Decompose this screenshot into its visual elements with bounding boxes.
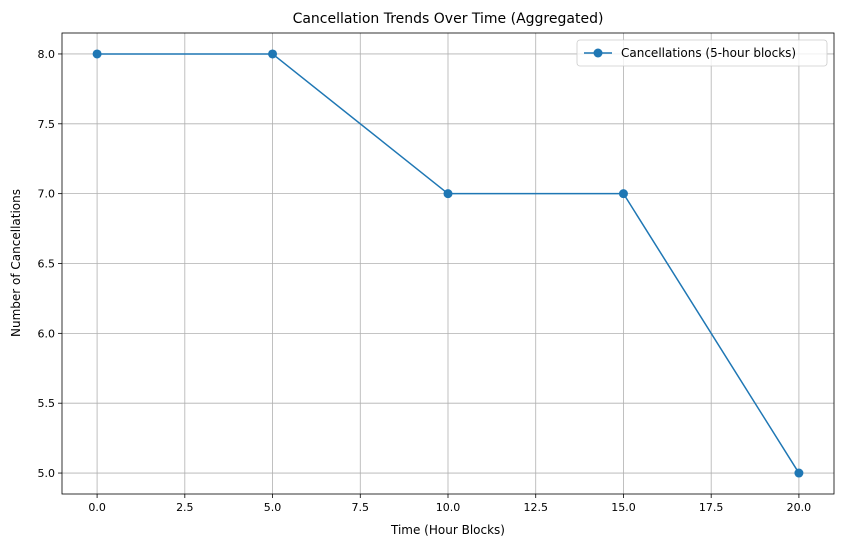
data-point [618, 189, 628, 199]
y-tick-label: 7.5 [38, 118, 56, 131]
x-tick-label: 17.5 [699, 501, 724, 514]
y-tick-label: 5.5 [38, 397, 56, 410]
y-axis-label: Number of Cancellations [9, 189, 23, 337]
x-tick-label: 20.0 [787, 501, 812, 514]
x-tick-label: 12.5 [523, 501, 548, 514]
x-tick-label: 5.0 [264, 501, 282, 514]
x-tick-label: 10.0 [436, 501, 461, 514]
legend-label: Cancellations (5-hour blocks) [621, 46, 796, 60]
series-layer [92, 49, 804, 478]
y-tick-label: 7.0 [38, 188, 56, 201]
grid [62, 33, 834, 494]
legend-marker [593, 48, 603, 58]
data-point [268, 49, 278, 59]
y-axis: 5.0 5.5 6.0 6.5 7.0 7.5 8.0 [38, 48, 62, 480]
y-tick-label: 5.0 [38, 467, 56, 480]
y-tick-label: 8.0 [38, 48, 56, 61]
x-tick-label: 7.5 [352, 501, 370, 514]
legend-box [576, 39, 828, 67]
x-tick-label: 15.0 [611, 501, 636, 514]
x-tick-label: 2.5 [176, 501, 194, 514]
x-axis: 0.0 2.5 5.0 7.5 10.0 12.5 15.0 17.5 20.0 [88, 494, 811, 514]
chart-title: Cancellation Trends Over Time (Aggregate… [293, 11, 604, 27]
y-tick-label: 6.0 [38, 327, 56, 340]
data-point [794, 468, 804, 478]
legend: Cancellations (5-hour blocks) [576, 39, 828, 67]
x-tick-label: 0.0 [88, 501, 106, 514]
data-point [92, 49, 102, 59]
data-point [443, 189, 453, 199]
y-tick-label: 6.5 [38, 258, 56, 271]
x-axis-label: Time (Hour Blocks) [390, 523, 505, 537]
